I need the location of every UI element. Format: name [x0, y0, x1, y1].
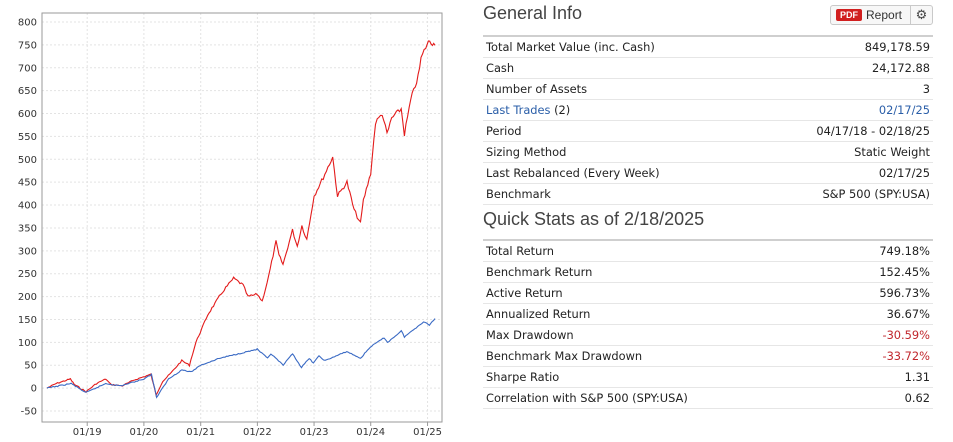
x-tick-label: 01/20 [129, 427, 158, 438]
row-value: 749.18% [836, 240, 933, 262]
y-tick-label: 100 [18, 338, 37, 349]
table-row: Correlation with S&P 500 (SPY:USA) 0.62 [483, 387, 933, 409]
row-value: 152.45% [836, 261, 933, 283]
gear-icon[interactable]: ⚙ [910, 6, 932, 24]
y-tick-label: 350 [18, 223, 37, 234]
table-row: Benchmark Max Drawdown -33.72% [483, 345, 933, 367]
row-label: Total Market Value (inc. Cash) [483, 36, 754, 58]
table-row: Benchmark S&P 500 (SPY:USA) [483, 183, 933, 205]
table-row: Period 04/17/18 - 02/18/25 [483, 120, 933, 142]
row-value: -30.59% [836, 324, 933, 346]
row-value: 0.62 [836, 387, 933, 409]
row-label: Period [483, 120, 754, 142]
y-tick-label: -50 [21, 407, 37, 418]
table-row: Annualized Return 36.67% [483, 303, 933, 325]
table-row: Active Return 596.73% [483, 282, 933, 304]
y-tick-label: 750 [18, 40, 37, 51]
report-button[interactable]: PDF Report ⚙ [830, 5, 933, 25]
table-row: Total Market Value (inc. Cash) 849,178.59 [483, 36, 933, 58]
row-label: Number of Assets [483, 78, 754, 100]
general-info-table: Total Market Value (inc. Cash) 849,178.59… [483, 35, 933, 205]
x-tick-label: 01/19 [73, 427, 102, 438]
y-tick-label: 200 [18, 292, 37, 303]
portfolio-series-line [46, 40, 436, 397]
row-label: Benchmark Return [483, 261, 837, 283]
table-row: Sharpe Ratio 1.31 [483, 366, 933, 388]
x-tick-label: 01/21 [186, 427, 215, 438]
row-label: Max Drawdown [483, 324, 837, 346]
row-value: 02/17/25 [753, 162, 933, 184]
row-label: Sizing Method [483, 141, 754, 163]
row-value: 849,178.59 [753, 36, 933, 58]
y-tick-label: 700 [18, 63, 37, 74]
table-row: Last Rebalanced (Every Week) 02/17/25 [483, 162, 933, 184]
x-axis: 01/19 01/20 01/21 01/22 01/23 01/24 01/25 [73, 422, 442, 438]
row-label: Sharpe Ratio [483, 366, 837, 388]
row-value: 04/17/18 - 02/18/25 [753, 120, 933, 142]
row-value: 24,172.88 [753, 57, 933, 79]
y-tick-label: 300 [18, 246, 37, 257]
y-tick-label: 250 [18, 269, 37, 280]
chart-grid [42, 13, 442, 422]
row-label: Annualized Return [483, 303, 837, 325]
row-label: Correlation with S&P 500 (SPY:USA) [483, 387, 837, 409]
x-tick-label: 01/24 [356, 427, 385, 438]
table-row: Cash 24,172.88 [483, 57, 933, 79]
y-tick-label: 500 [18, 155, 37, 166]
y-tick-label: 150 [18, 315, 37, 326]
y-tick-label: 400 [18, 201, 37, 212]
y-tick-label: 650 [18, 86, 37, 97]
y-axis: -50 0 50 100 150 200 250 300 350 400 450 500 550 600 6… [18, 18, 37, 418]
row-value: -33.72% [836, 345, 933, 367]
row-label: Benchmark Max Drawdown [483, 345, 837, 367]
table-row: Sizing Method Static Weight [483, 141, 933, 163]
row-value: 36.67% [836, 303, 933, 325]
table-row: Number of Assets 3 [483, 78, 933, 100]
pdf-icon: PDF [836, 9, 862, 21]
row-value: 3 [753, 78, 933, 100]
row-label: Cash [483, 57, 754, 79]
quick-stats-title: Quick Stats as of 2/18/2025 [483, 209, 705, 229]
row-label: Total Return [483, 240, 837, 262]
report-button-label: Report [866, 8, 903, 22]
plot-frame [41, 12, 443, 423]
row-value[interactable]: 02/17/25 [753, 99, 933, 121]
last-trades-link[interactable]: Last Trades [486, 103, 551, 117]
table-row: Benchmark Return 152.45% [483, 261, 933, 283]
quick-stats-table: Total Return 749.18% Benchmark Return 152.4… [483, 239, 933, 409]
y-tick-label: 0 [31, 384, 37, 395]
table-row: Max Drawdown -30.59% [483, 324, 933, 346]
row-label: Last Trades (2) [483, 99, 754, 121]
row-label: Benchmark [483, 183, 754, 205]
y-tick-label: 550 [18, 132, 37, 143]
series-layer [46, 40, 436, 399]
benchmark-series-line [46, 318, 436, 399]
x-tick-label: 01/25 [413, 427, 442, 438]
row-label: Last Rebalanced (Every Week) [483, 162, 754, 184]
row-value: 1.31 [836, 366, 933, 388]
last-trades-count: (2) [550, 103, 571, 117]
general-info-title: General Info [483, 3, 583, 23]
row-value: 596.73% [836, 282, 933, 304]
y-tick-label: 800 [18, 18, 37, 29]
y-tick-label: 600 [18, 109, 37, 120]
table-row: Last Trades (2) 02/17/25 [483, 99, 933, 121]
row-value: S&P 500 (SPY:USA) [753, 183, 933, 205]
performance-chart: -50 0 50 100 150 200 250 300 350 400 450 500 550 600 6… [18, 12, 443, 438]
row-label: Active Return [483, 282, 837, 304]
y-tick-label: 450 [18, 178, 37, 189]
y-tick-label: 50 [24, 361, 37, 372]
x-tick-label: 01/23 [300, 427, 329, 438]
x-tick-label: 01/22 [243, 427, 272, 438]
row-value: Static Weight [753, 141, 933, 163]
table-row: Total Return 749.18% [483, 240, 933, 262]
